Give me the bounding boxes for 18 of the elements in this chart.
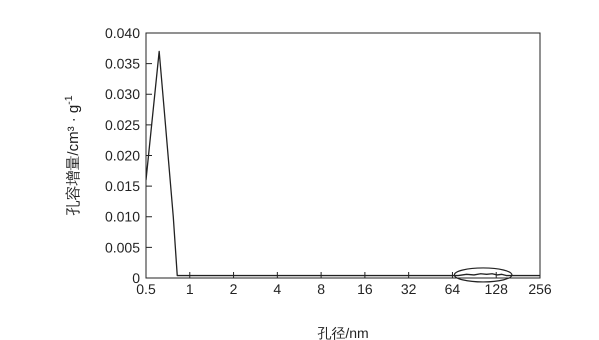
x-tick-label: 128 — [484, 280, 508, 297]
x-tick-label: 32 — [400, 280, 417, 297]
x-tick-label: 16 — [357, 280, 373, 297]
y-tick-label: 0.005 — [104, 239, 140, 256]
x-tick-label: 1 — [186, 280, 194, 297]
y-tick-label: 0.040 — [104, 24, 140, 41]
y-tick-label: 0.010 — [104, 208, 140, 225]
x-tick-label: 64 — [444, 280, 460, 297]
x-tick-label: 2 — [230, 280, 238, 297]
x-tick-label: 256 — [528, 280, 552, 297]
y-tick-label: 0.020 — [104, 147, 140, 164]
y-tick-label: 0.025 — [104, 116, 140, 133]
y-tick-label: 0.030 — [104, 86, 140, 102]
x-axis-title: 孔径/nm — [317, 325, 369, 340]
x-tick-label: 8 — [317, 280, 326, 297]
y-tick-label: 0.035 — [104, 56, 140, 72]
x-tick-label: 4 — [273, 280, 282, 297]
y-tick-label: 0.015 — [104, 178, 140, 194]
